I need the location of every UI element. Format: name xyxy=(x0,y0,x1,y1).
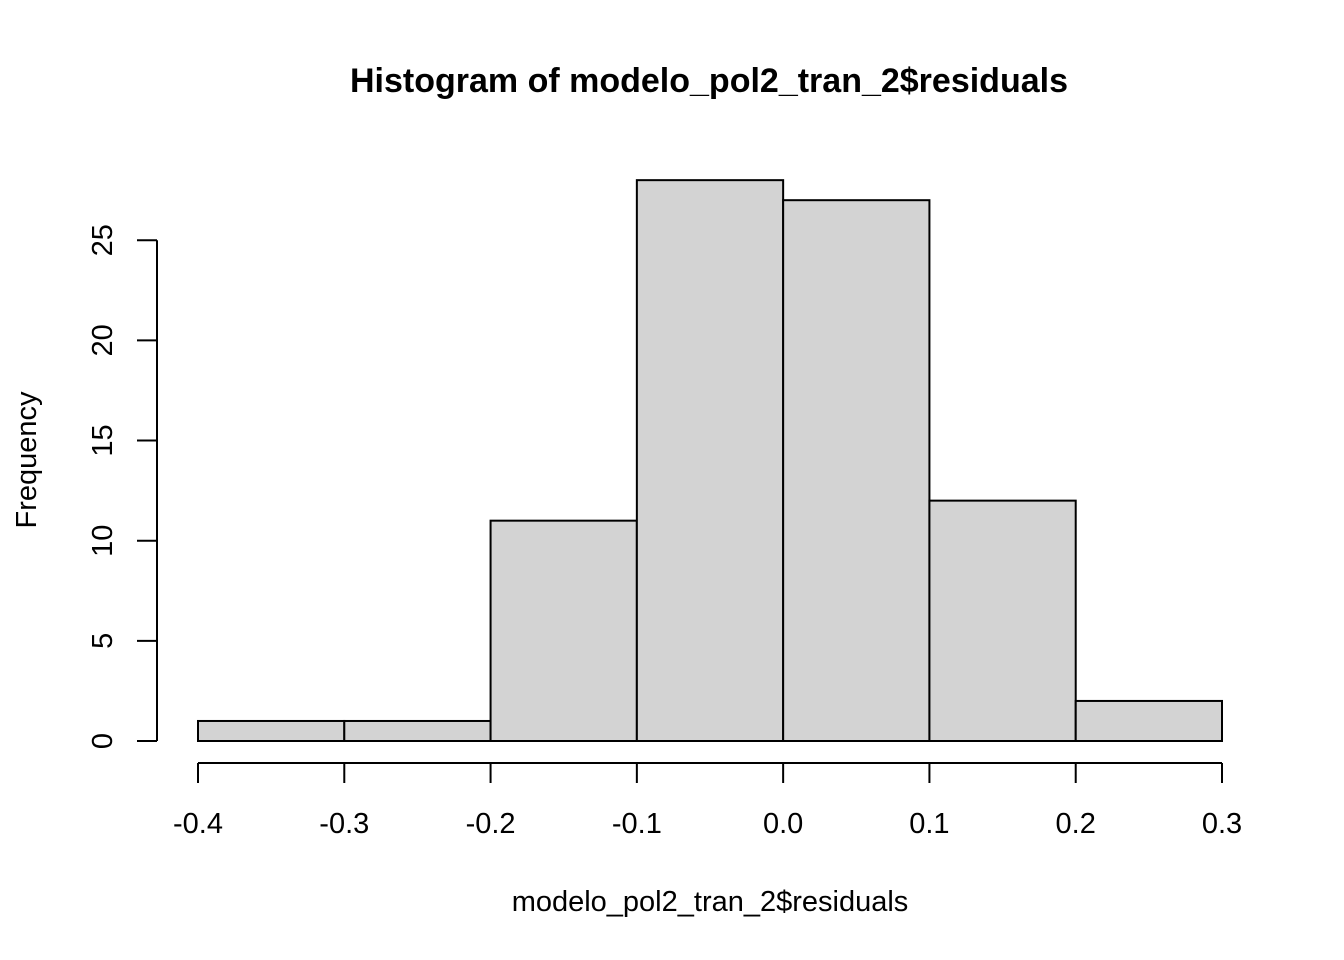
x-tick-label: 0.2 xyxy=(1056,808,1096,840)
x-tick-label: -0.2 xyxy=(466,808,516,840)
histogram-bar xyxy=(343,719,492,742)
x-tick-label: -0.4 xyxy=(173,808,223,840)
bars-group xyxy=(197,179,1223,743)
x-tick-label: 0.0 xyxy=(763,808,803,840)
histogram-bar xyxy=(928,499,1077,743)
x-tick-label: -0.3 xyxy=(319,808,369,840)
x-tick-label: 0.1 xyxy=(909,808,949,840)
y-tick-label: 25 xyxy=(87,224,119,256)
y-axis: 0 5 10 15 20 25 xyxy=(87,224,158,749)
y-tick-label: 0 xyxy=(87,733,119,749)
chart-title: Histogram of modelo_pol2_tran_2$residual… xyxy=(350,62,1068,100)
x-tick-label: -0.1 xyxy=(612,808,662,840)
histogram-bar xyxy=(782,199,931,742)
y-tick-label: 20 xyxy=(87,324,119,356)
y-axis-label: Frequency xyxy=(11,391,43,529)
histogram-bar xyxy=(489,519,638,742)
y-tick-label: 5 xyxy=(87,633,119,649)
y-tick-label: 10 xyxy=(87,525,119,557)
histogram-bar xyxy=(635,179,785,743)
histogram-bar xyxy=(197,719,346,742)
histogram-bar xyxy=(1074,699,1223,743)
x-axis: -0.4 -0.3 -0.2 -0.1 0.0 0.1 0.2 0.3 xyxy=(173,762,1242,840)
x-tick-label: 0.3 xyxy=(1202,808,1242,840)
x-axis-label: modelo_pol2_tran_2$residuals xyxy=(512,886,909,918)
y-tick-label: 15 xyxy=(87,424,119,456)
